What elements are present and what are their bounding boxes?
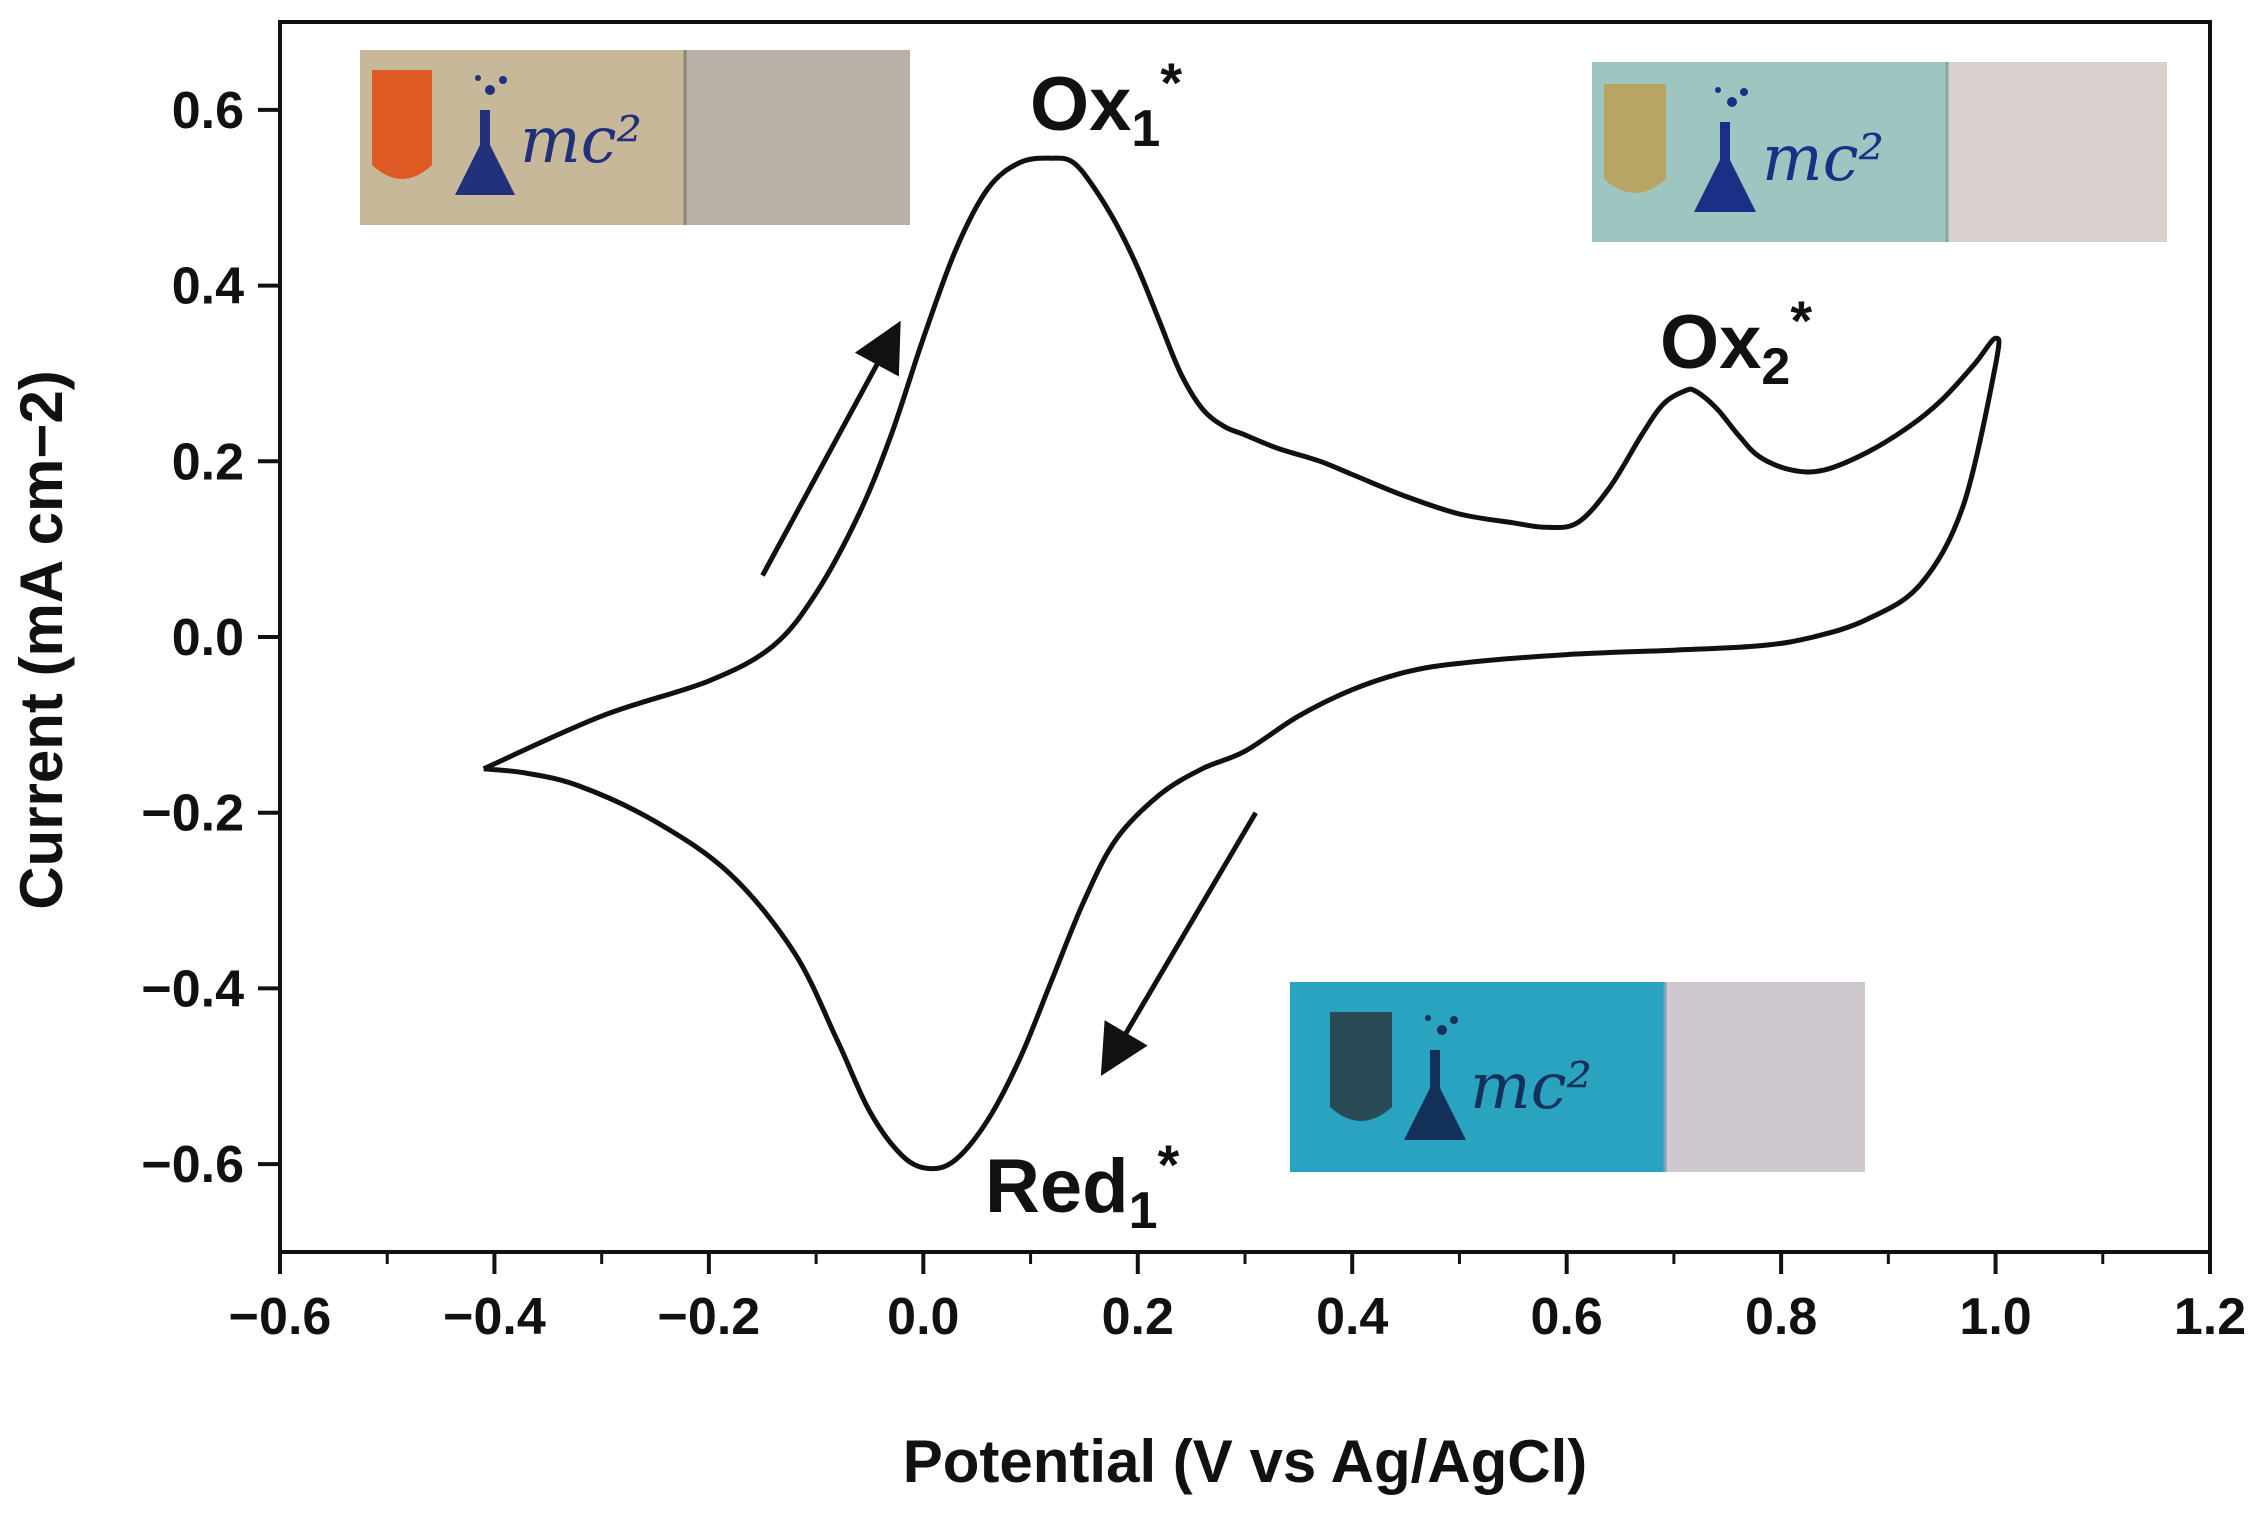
y-axis-ticks [258,107,280,1167]
x-tick-label: 1.2 [2174,1288,2246,1346]
cathodic-scan-arrow [1100,811,1258,1076]
x-tick-label: 0.8 [1745,1288,1817,1346]
shield-logo-icon [1604,84,1666,193]
flask-logo-icon [1404,1015,1466,1140]
flask-logo-icon [1694,87,1756,212]
y-tick-label: 0.0 [172,609,244,667]
y-tick-label: 0.2 [172,433,244,491]
x-tick-label: 0.6 [1531,1288,1603,1346]
x-tick-label: −0.6 [229,1288,332,1346]
ox1-annotation: Ox1* [1030,51,1182,158]
inset-photo-orange: mc² [360,50,910,225]
x-tick-label: −0.2 [658,1288,761,1346]
y-tick-label: 0.4 [172,258,244,316]
shield-logo-icon [1330,1012,1392,1121]
x-axis-ticks [278,1252,2212,1274]
flask-logo-icon [455,75,515,195]
y-tick-label: −0.2 [141,785,244,843]
ox2-annotation: Ox2* [1660,289,1812,396]
y-tick-label: −0.6 [141,1136,244,1194]
svg-text:mc²: mc² [1762,122,1884,196]
anodic-scan-arrow [760,320,901,577]
y-axis-tick-labels: −0.6 −0.4 −0.2 0.0 0.2 0.4 0.6 [141,82,244,1194]
inset-photo-cyan: mc² [1290,982,1865,1172]
x-axis-title: Potential (V vs Ag/AgCl) [903,1428,1588,1495]
red1-annotation: Red1* [985,1133,1180,1240]
x-tick-label: −0.4 [443,1288,546,1346]
y-axis-title: Current (mA cm−2) [8,370,75,910]
x-tick-label: 0.0 [887,1288,959,1346]
svg-text:mc²: mc² [520,104,642,178]
shield-logo-icon [372,70,432,179]
x-tick-label: 1.0 [1959,1288,2031,1346]
inset-photo-green: mc² [1592,62,2167,242]
cv-curve-series [482,155,2002,1172]
x-tick-label: 0.4 [1316,1288,1388,1346]
y-tick-label: 0.6 [172,82,244,140]
svg-text:mc²: mc² [1470,1050,1592,1124]
y-tick-label: −0.4 [141,960,244,1018]
x-axis-tick-labels: −0.6 −0.4 −0.2 0.0 0.2 0.4 0.6 0.8 1.0 1.2 [229,1288,2246,1346]
x-tick-label: 0.2 [1102,1288,1174,1346]
